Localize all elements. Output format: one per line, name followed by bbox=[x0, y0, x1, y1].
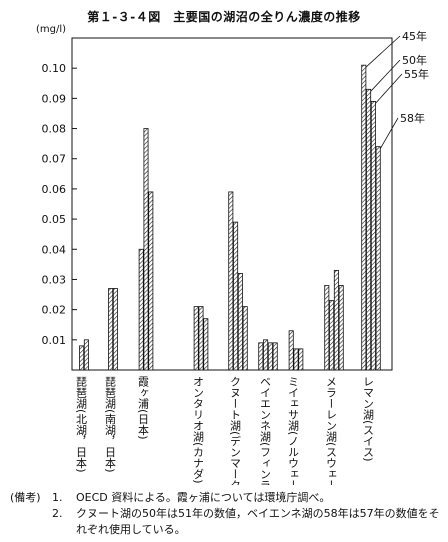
bar-ミイェサ湖(ノルウェー)-55年 bbox=[298, 348, 304, 371]
note-row-1: (備考) 1. OECD 資料による。霞ヶ浦については環境庁調べ。 bbox=[10, 490, 440, 506]
y-tick-label: 0.08 bbox=[42, 123, 67, 136]
bar-クヌート湖(デンマーク)-58年 bbox=[242, 306, 248, 371]
series-label: 45年 bbox=[402, 29, 427, 43]
bar-メラーレン湖(スウェーデン)-50年 bbox=[329, 300, 335, 371]
bar-クヌート湖(デンマーク)-50年 bbox=[233, 221, 239, 371]
bar-オンタリオ湖(カナダ)-58年 bbox=[203, 318, 209, 371]
category-label: ミイェサ湖(ノルウェー) bbox=[287, 376, 300, 485]
category-label: 琵琶湖(北湖，日本) bbox=[75, 376, 88, 473]
y-tick-label: 0.10 bbox=[42, 62, 67, 75]
bar-霞ヶ浦(日本)-45年 bbox=[138, 248, 144, 371]
y-tick-label: 0.01 bbox=[42, 334, 67, 347]
series-label: 50年 bbox=[402, 53, 427, 67]
series-leader-line bbox=[370, 59, 401, 92]
bar-琵琶湖(北湖，日本)-50年 bbox=[79, 345, 85, 371]
bar-クヌート湖(デンマーク)-55年 bbox=[237, 273, 243, 371]
bar-琵琶湖(南湖，日本)-55年 bbox=[112, 288, 118, 371]
bar-chart: 0.01 0.02 0.03 0.04 0.05 0.06 0.07 0.08 0.09 0.10… bbox=[36, 24, 429, 485]
bar-ベイエンネ湖(フィンランド)-50年 bbox=[263, 339, 269, 371]
bar-メラーレン湖(スウェーデン)-58年 bbox=[338, 285, 344, 371]
bar-ベイエンネ湖(フィンランド)-55年 bbox=[267, 342, 273, 371]
bar-ミイェサ湖(ノルウェー)-50年 bbox=[293, 348, 299, 371]
note-text: クヌート湖の50年は51年の数値，ベイエンネ湖の58年は57年の数値をそれぞれ使… bbox=[76, 507, 440, 536]
category-label: 霞ヶ浦(日本) bbox=[137, 376, 150, 440]
category-label: ベイエンネ湖(フィンランド) bbox=[259, 376, 272, 485]
note-row-2: 2. クヌート湖の50年は51年の数値，ベイエンネ湖の58年は57年の数値をそれ… bbox=[10, 506, 440, 538]
bar-琵琶湖(南湖，日本)-50年 bbox=[108, 288, 114, 371]
category-label: レマン湖(スイス) bbox=[362, 376, 375, 462]
bar-レマン湖(スイス)-55年 bbox=[370, 100, 376, 371]
notes-heading: (備考) bbox=[10, 491, 41, 504]
y-tick-label: 0.07 bbox=[42, 153, 67, 166]
series-leader-line bbox=[379, 117, 399, 149]
category-label: クヌート湖(デンマーク) bbox=[229, 376, 242, 485]
bar-レマン湖(スイス)-50年 bbox=[366, 88, 372, 371]
note-text: OECD 資料による。霞ヶ浦については環境庁調べ。 bbox=[76, 491, 331, 504]
y-tick-label: 0.04 bbox=[42, 243, 67, 256]
category-label: 琵琶湖(南湖，日本) bbox=[104, 376, 117, 473]
bar-レマン湖(スイス)-58年 bbox=[375, 146, 381, 371]
category-label: メラーレン湖(スウェーデン) bbox=[325, 376, 338, 485]
notes: (備考) 1. OECD 資料による。霞ヶ浦については環境庁調べ。 2. クヌー… bbox=[10, 490, 440, 538]
bar-ミイェサ湖(ノルウェー)-45年 bbox=[288, 330, 294, 371]
series-label: 55年 bbox=[404, 67, 429, 81]
bar-オンタリオ湖(カナダ)-55年 bbox=[198, 306, 204, 371]
y-tick-label: 0.05 bbox=[42, 213, 67, 226]
bar-メラーレン湖(スウェーデン)-45年 bbox=[324, 285, 330, 371]
y-axis-label: (mg/l) bbox=[36, 24, 66, 35]
bar-ベイエンネ湖(フィンランド)-58年 bbox=[272, 342, 278, 371]
note-number: 2. bbox=[52, 507, 63, 520]
y-tick-label: 0.03 bbox=[42, 273, 67, 286]
series-leader-line bbox=[375, 73, 403, 104]
series-leader-line bbox=[365, 35, 401, 68]
category-label: オンタリオ湖(カナダ) bbox=[192, 376, 205, 484]
y-tick-label: 0.09 bbox=[42, 92, 67, 105]
bar-琵琶湖(北湖，日本)-55年 bbox=[83, 339, 89, 371]
bar-レマン湖(スイス)-45年 bbox=[361, 64, 367, 371]
bar-霞ヶ浦(日本)-50年 bbox=[143, 128, 149, 371]
y-tick-label: 0.06 bbox=[42, 183, 67, 196]
bar-霞ヶ浦(日本)-55年 bbox=[148, 191, 154, 371]
bar-ベイエンネ湖(フィンランド)-45年 bbox=[258, 342, 264, 371]
bar-クヌート湖(デンマーク)-45年 bbox=[228, 191, 234, 371]
y-tick-label: 0.02 bbox=[42, 304, 67, 317]
note-number: 1. bbox=[52, 491, 63, 504]
chart-title: 第１-３-４図 主要国の湖沼の全りん濃度の推移 bbox=[87, 10, 361, 24]
series-label: 58年 bbox=[400, 111, 425, 125]
bar-オンタリオ湖(カナダ)-50年 bbox=[193, 306, 199, 371]
bar-メラーレン湖(スウェーデン)-55年 bbox=[333, 269, 339, 371]
